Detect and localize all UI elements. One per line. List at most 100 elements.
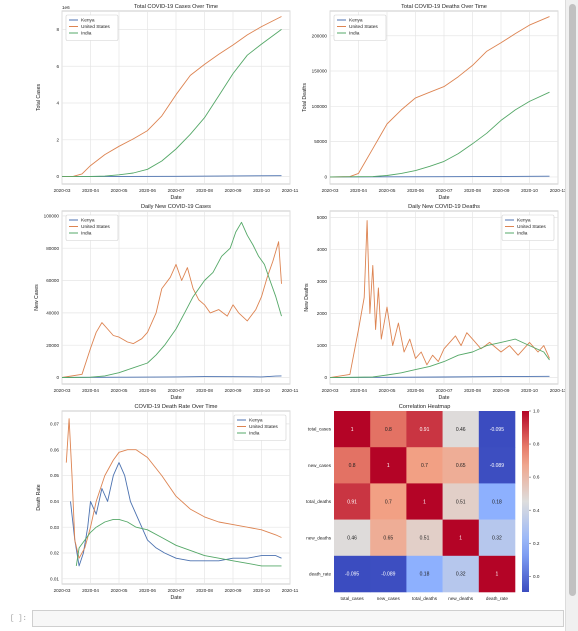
x-tick-label: 2020-07 (436, 188, 453, 193)
correlation-heatmap: 1 0.8 0.91 0.46 -0.095 0.8 1 0.7 0.65 -0.089 0.91 0… (306, 404, 540, 601)
y-tick-label: 4 (56, 101, 59, 106)
chart-title: Daily New COVID-19 Cases (141, 204, 211, 210)
x-tick-label: 2020-04 (82, 388, 99, 393)
legend-entry: Kenya (81, 218, 95, 224)
x-axis-label: Date (171, 595, 182, 601)
heatmap-cell (406, 411, 443, 448)
vertical-scrollbar[interactable] (565, 0, 578, 631)
heatmap-cell (478, 447, 516, 484)
heatmap-cell (442, 447, 480, 484)
legend-entry: United States (81, 24, 110, 30)
x-tick-label: 2020-06 (139, 188, 156, 193)
y-tick-label: 6 (56, 64, 59, 69)
chart-title: COVID-19 Death Rate Over Time (134, 404, 217, 410)
legend-entry: Kenya (349, 18, 363, 24)
x-tick-label: 2020-09 (225, 388, 242, 393)
heatmap-cell-label: 0.18 (492, 499, 502, 505)
heatmap-cell (334, 519, 371, 557)
y-tick-label: 0.07 (50, 422, 59, 427)
heatmap-cell-label: 0.51 (420, 536, 430, 542)
heatmap-cell-label: 0.8 (349, 463, 356, 469)
heatmap-cell-label: 0.18 (420, 572, 430, 578)
heatmap-cell (370, 483, 407, 520)
legend-box (65, 214, 119, 241)
legend-entry: Kenya (249, 418, 263, 424)
heatmap-cell (406, 555, 443, 593)
x-tick-label: 2020-06 (139, 588, 156, 593)
heatmap-cell-label: 0.91 (347, 499, 357, 505)
series-line-kenya (70, 462, 282, 567)
heatmap-cell (370, 519, 407, 557)
y-tick-label: 40000 (46, 310, 59, 315)
heatmap-cell (478, 411, 516, 448)
heatmap-row-label: total_deaths (306, 499, 332, 504)
x-tick-label: 2020-08 (196, 388, 213, 393)
x-tick-label: 2020-04 (82, 588, 99, 593)
cell-input[interactable] (32, 610, 564, 627)
x-tick-label: 2020-04 (82, 188, 99, 193)
x-tick-label: 2020-05 (379, 188, 396, 193)
x-tick-label: 2020-10 (253, 388, 270, 393)
series-line-united-states (61, 16, 282, 178)
scrollbar-thumb[interactable] (569, 4, 576, 596)
heatmap-cell-label: -0.089 (381, 572, 395, 578)
x-tick-label: 2020-11 (550, 188, 566, 193)
series-line-india (75, 518, 282, 567)
heatmap-cell (370, 411, 407, 448)
legend-entry: United States (81, 224, 110, 230)
heatmap-cell-label: 0.46 (347, 536, 357, 542)
x-tick-label: 2020-11 (282, 188, 299, 193)
y-axis-label: Total Cases (36, 84, 42, 112)
legend-entry: Kenya (517, 218, 531, 224)
chart-title: Total COVID-19 Cases Over Time (134, 4, 218, 10)
heatmap-cell-label: 0.7 (385, 499, 392, 505)
heatmap-cell-label: 0.46 (456, 427, 466, 433)
heatmap-cell (334, 411, 371, 448)
series-line-united-states (329, 16, 550, 178)
next-code-cell[interactable]: [ ]: (0, 608, 566, 631)
y-tick-label: 0.03 (50, 525, 59, 530)
x-tick-label: 2020-03 (54, 388, 71, 393)
heatmap-cell (442, 555, 480, 593)
line-chart-2: 2020-03 2020-04 2020-05 2020-06 2020-07 2020-… (34, 204, 299, 401)
legend-box (333, 14, 387, 41)
colorbar-tick-label: 0.0 (533, 574, 540, 579)
y-tick-label: 1000 (317, 343, 328, 348)
x-tick-label: 2020-10 (521, 188, 538, 193)
y-tick-label: 200000 (312, 33, 328, 38)
line-chart-3: 2020-03 2020-04 2020-05 2020-06 2020-07 2020-… (304, 204, 566, 401)
y-tick-label: 0 (56, 375, 59, 380)
heatmap-col-label: total_deaths (412, 596, 438, 601)
heatmap-row-label: death_rate (309, 572, 331, 577)
legend-entry: India (81, 31, 92, 37)
y-tick-label: 2000 (317, 311, 328, 316)
y-tick-label: 5000 (317, 215, 328, 220)
heatmap-cell-label: 1 (387, 463, 390, 469)
heatmap-cell (334, 447, 371, 484)
series-line-united-states (61, 241, 282, 378)
heatmap-cell-label: 1 (459, 536, 462, 542)
chart-title: Total COVID-19 Deaths Over Time (401, 4, 487, 10)
y-tick-label: 0 (56, 174, 59, 179)
heatmap-col-label: total_cases (340, 596, 364, 601)
series-line-india (329, 91, 550, 178)
chart-title: Correlation Heatmap (399, 404, 451, 410)
y-tick-label: 0.05 (50, 473, 59, 478)
x-tick-label: 2020-05 (379, 388, 396, 393)
x-tick-label: 2020-06 (407, 388, 424, 393)
heatmap-row-label: new_cases (308, 463, 332, 468)
y-tick-label: 4000 (317, 247, 328, 252)
y-tick-label: 50000 (314, 139, 327, 144)
legend-box (501, 214, 555, 241)
y-tick-label: 80000 (46, 246, 59, 251)
heatmap-cell (406, 519, 443, 557)
x-tick-label: 2020-11 (550, 388, 566, 393)
y-tick-label: 150000 (312, 69, 328, 74)
legend-entry: United States (249, 424, 278, 430)
x-tick-label: 2020-07 (436, 388, 453, 393)
heatmap-cell-label: 0.32 (492, 536, 502, 542)
heatmap-cell-label: 0.65 (383, 536, 393, 542)
line-chart-0: 2020-03 2020-04 2020-05 2020-06 2020-07 2020-… (36, 4, 299, 201)
